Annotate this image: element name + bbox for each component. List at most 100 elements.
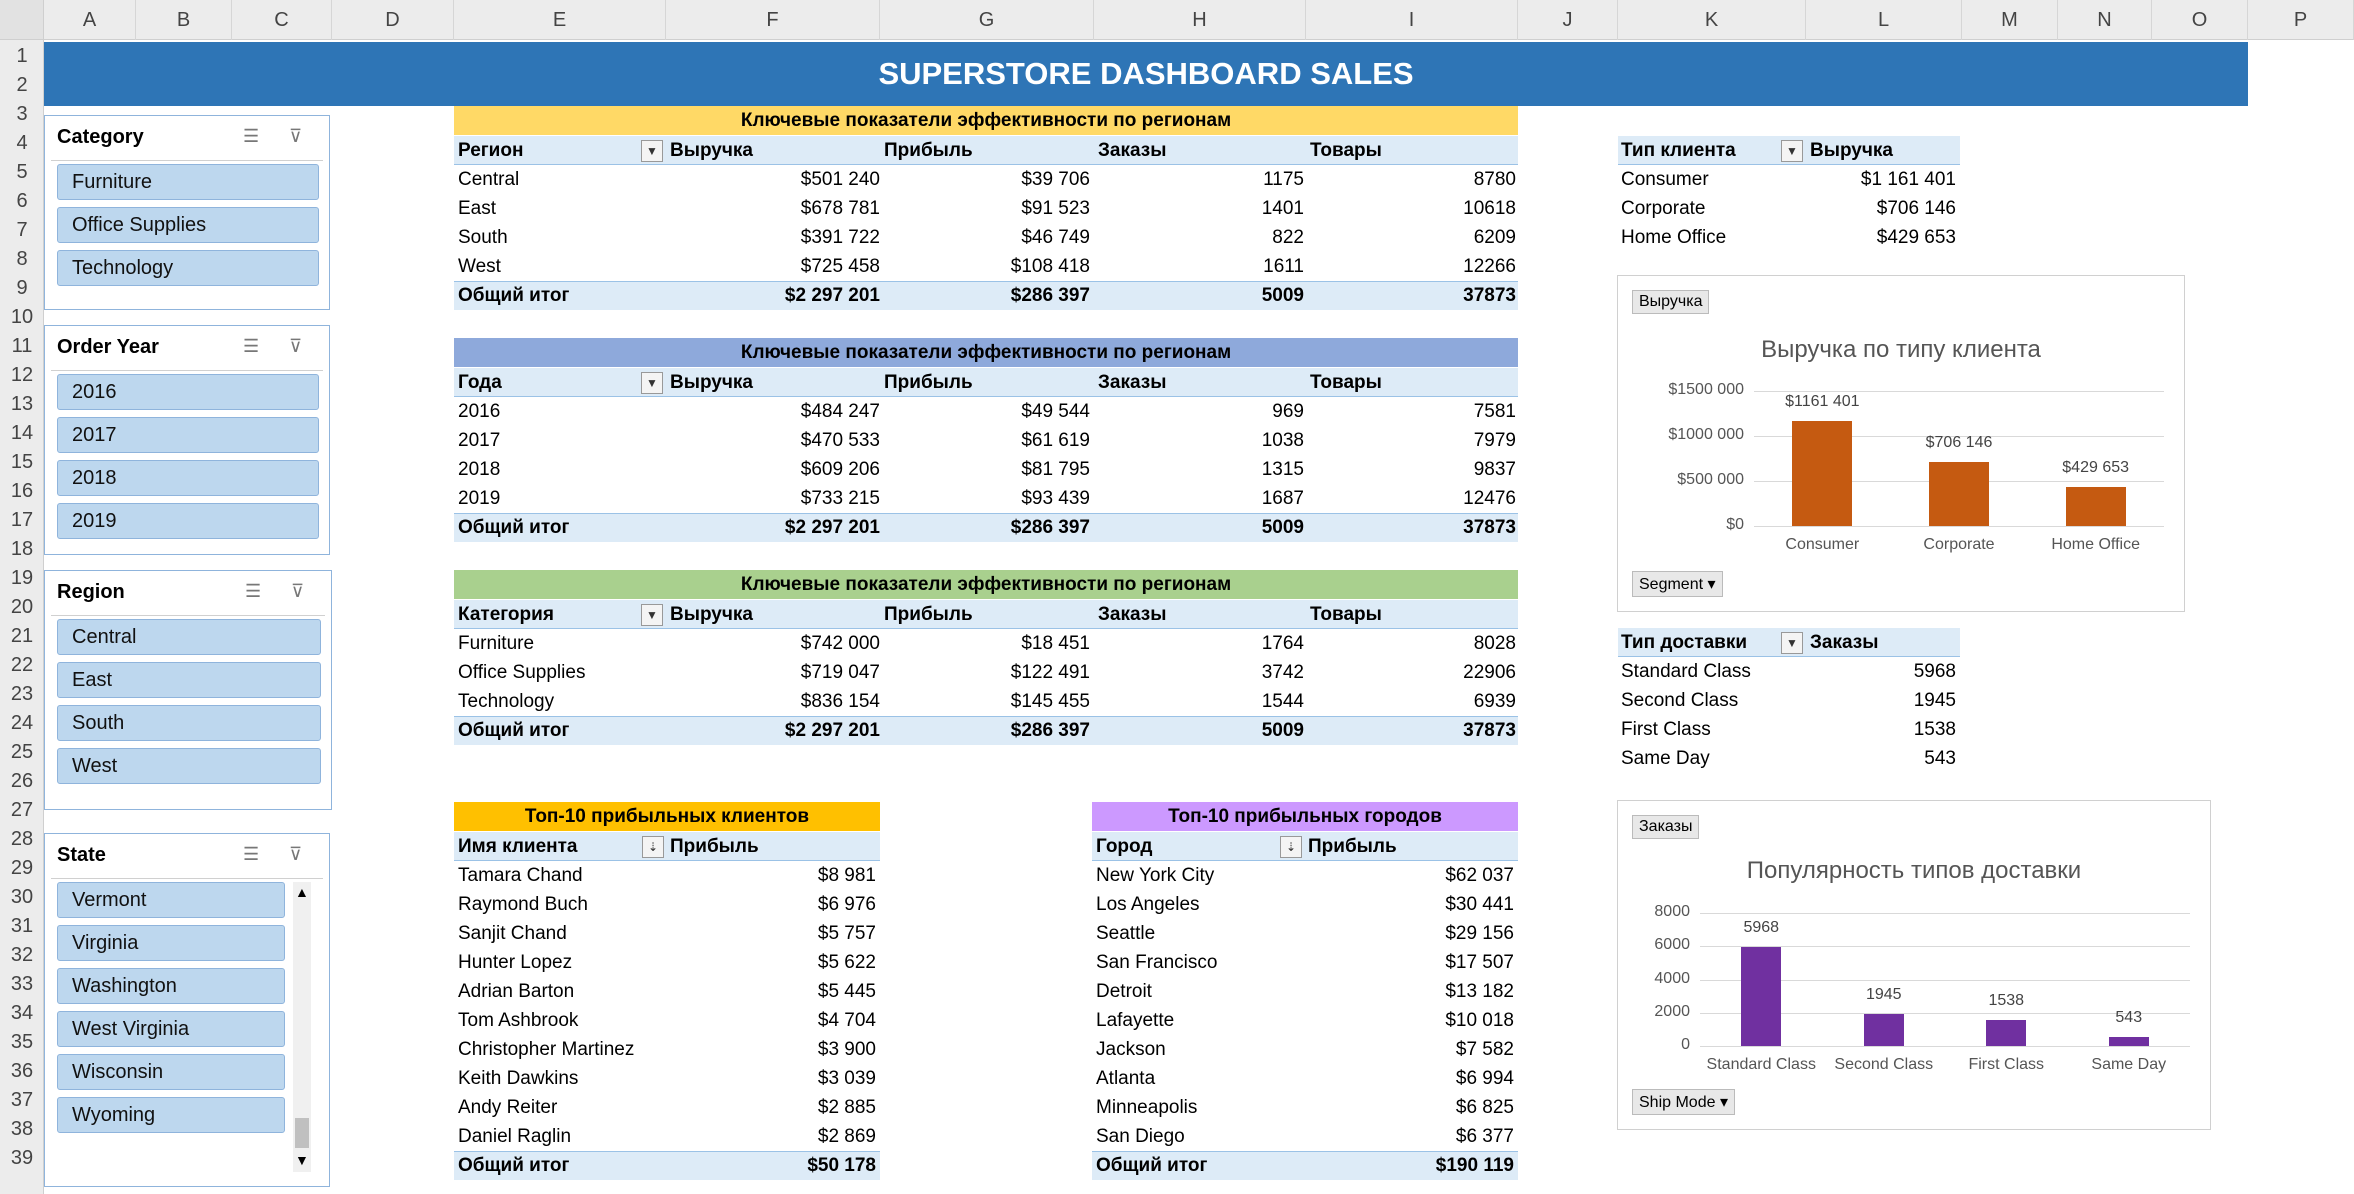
row-header[interactable]: 17	[10, 509, 34, 531]
row-header[interactable]: 6	[16, 190, 28, 212]
row-header[interactable]: 32	[10, 944, 34, 966]
slicer-item[interactable]: Wyoming	[57, 1097, 285, 1133]
row-header[interactable]: 2	[16, 74, 28, 96]
row-header[interactable]: 3	[16, 103, 28, 125]
row-header[interactable]: 31	[10, 915, 34, 937]
row-header[interactable]: 13	[10, 393, 34, 415]
order-year-slicer[interactable]: Order Year ☰ ⊽ 2016 2017 2018 2019	[44, 325, 330, 555]
row-header[interactable]: 26	[10, 770, 34, 792]
chart-0[interactable]: Выручка Выручка по типу клиента Segment ▾ $…	[1617, 275, 2185, 612]
column-header[interactable]: A	[44, 0, 136, 40]
row-header[interactable]: 35	[10, 1031, 34, 1053]
state-slicer[interactable]: State ☰ ⊽ Vermont Virginia Washington We…	[44, 833, 330, 1187]
slicer-item[interactable]: Washington	[57, 968, 285, 1004]
filter-dropdown-icon[interactable]: ▼	[1781, 632, 1803, 654]
category-slicer[interactable]: Category ☰ ⊽ Furniture Office Supplies T…	[44, 115, 330, 310]
row-header[interactable]: 18	[10, 538, 34, 560]
column-header[interactable]: P	[2248, 0, 2354, 40]
slicer-item[interactable]: 2016	[57, 374, 319, 410]
row-header[interactable]: 11	[11, 335, 33, 357]
slicer-item[interactable]: 2018	[57, 460, 319, 496]
row-header[interactable]: 23	[10, 683, 34, 705]
axis-field-button[interactable]: Segment ▾	[1632, 571, 1723, 597]
row-header[interactable]: 36	[10, 1060, 34, 1082]
row-header[interactable]: 37	[10, 1089, 34, 1111]
multi-select-icon[interactable]: ☰	[245, 581, 262, 601]
filter-dropdown-icon[interactable]: ▼	[1781, 140, 1803, 162]
slicer-item[interactable]: Office Supplies	[57, 207, 319, 243]
slicer-item[interactable]: 2017	[57, 417, 319, 453]
row-header[interactable]: 7	[16, 219, 28, 241]
clear-filter-icon[interactable]: ⊽	[291, 581, 305, 601]
filter-dropdown-icon[interactable]: ▼	[641, 372, 663, 394]
multi-select-icon[interactable]: ☰	[243, 126, 260, 146]
region-slicer[interactable]: Region ☰ ⊽ Central East South West	[44, 570, 332, 810]
value-field-button[interactable]: Заказы	[1632, 815, 1700, 839]
slicer-item[interactable]: Technology	[57, 250, 319, 286]
slicer-item[interactable]: West Virginia	[57, 1011, 285, 1047]
row-header[interactable]: 10	[10, 306, 34, 328]
clear-filter-icon[interactable]: ⊽	[289, 844, 303, 864]
column-header[interactable]: N	[2058, 0, 2152, 40]
row-header[interactable]: 16	[10, 480, 34, 502]
row-header[interactable]: 12	[10, 364, 34, 386]
row-header[interactable]: 25	[10, 741, 34, 763]
column-header[interactable]: B	[136, 0, 232, 40]
slicer-item[interactable]: Virginia	[57, 925, 285, 961]
row-header[interactable]: 33	[10, 973, 34, 995]
column-header[interactable]: I	[1306, 0, 1518, 40]
multi-select-icon[interactable]: ☰	[243, 336, 260, 356]
row-header[interactable]: 20	[10, 596, 34, 618]
bar[interactable]	[2108, 1036, 2149, 1046]
slicer-item[interactable]: East	[57, 662, 321, 698]
slicer-item[interactable]: Central	[57, 619, 321, 655]
row-header[interactable]: 15	[10, 451, 34, 473]
row-header[interactable]: 14	[10, 422, 34, 444]
bar[interactable]	[1741, 946, 1782, 1046]
axis-field-button[interactable]: Ship Mode ▾	[1632, 1089, 1735, 1115]
select-all-corner[interactable]	[0, 0, 44, 40]
filter-dropdown-icon[interactable]: ▼	[641, 140, 663, 162]
column-header[interactable]: C	[232, 0, 332, 40]
row-header[interactable]: 8	[16, 248, 28, 270]
scroll-down-icon[interactable]: ▼	[295, 1152, 309, 1168]
row-header[interactable]: 22	[10, 654, 34, 676]
slicer-scrollbar[interactable]: ▲ ▼	[293, 882, 311, 1172]
scroll-thumb[interactable]	[295, 1118, 309, 1148]
scroll-up-icon[interactable]: ▲	[295, 884, 309, 900]
row-header[interactable]: 5	[16, 161, 28, 183]
value-field-button[interactable]: Выручка	[1632, 290, 1710, 314]
row-header[interactable]: 39	[10, 1147, 34, 1169]
row-header[interactable]: 28	[10, 828, 34, 850]
column-header[interactable]: L	[1806, 0, 1962, 40]
column-header[interactable]: O	[2152, 0, 2248, 40]
chart-1[interactable]: Заказы Популярность типов доставки Ship Mo…	[1617, 800, 2211, 1130]
bar[interactable]	[1863, 1013, 1904, 1046]
slicer-item[interactable]: South	[57, 705, 321, 741]
slicer-item[interactable]: West	[57, 748, 321, 784]
row-header[interactable]: 34	[10, 1002, 34, 1024]
slicer-item[interactable]: Vermont	[57, 882, 285, 918]
column-header[interactable]: D	[332, 0, 454, 40]
filter-dropdown-icon[interactable]: ▼	[641, 604, 663, 626]
row-header[interactable]: 19	[10, 567, 34, 589]
clear-filter-icon[interactable]: ⊽	[289, 336, 303, 356]
bar[interactable]	[1929, 462, 1989, 526]
row-header[interactable]: 1	[16, 45, 28, 67]
bar[interactable]	[2065, 487, 2126, 526]
row-header[interactable]: 27	[10, 799, 34, 821]
row-header[interactable]: 4	[16, 132, 28, 154]
multi-select-icon[interactable]: ☰	[243, 844, 260, 864]
slicer-item[interactable]: Wisconsin	[57, 1054, 285, 1090]
slicer-item[interactable]: Furniture	[57, 164, 319, 200]
row-header[interactable]: 21	[10, 625, 34, 647]
row-header[interactable]: 38	[10, 1118, 34, 1140]
column-header[interactable]: M	[1962, 0, 2058, 40]
sort-filter-icon[interactable]: ⇣	[1280, 836, 1302, 858]
row-header[interactable]: 30	[10, 886, 34, 908]
column-header[interactable]: E	[454, 0, 666, 40]
bar[interactable]	[1792, 421, 1853, 526]
row-header[interactable]: 29	[10, 857, 34, 879]
column-header[interactable]: H	[1094, 0, 1306, 40]
sort-filter-icon[interactable]: ⇣	[642, 836, 664, 858]
